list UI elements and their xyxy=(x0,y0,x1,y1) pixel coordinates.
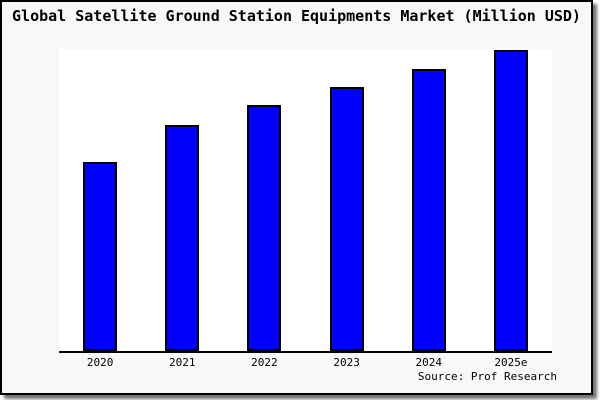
x-tick-label-2020: 2020 xyxy=(86,356,114,369)
source-note: Source: Prof Research xyxy=(417,370,557,383)
x-tick-label-2021: 2021 xyxy=(169,356,196,369)
bar-2022 xyxy=(247,105,281,351)
chart-title: Global Satellite Ground Station Equipmen… xyxy=(12,7,581,25)
x-tick-label-2022: 2022 xyxy=(251,356,278,369)
bar-2023 xyxy=(330,87,364,351)
x-axis-tick-labels: 2020 2021 2022 2023 2024 2025e xyxy=(59,353,552,369)
bar-2021 xyxy=(165,125,199,351)
x-tick-label-2023: 2023 xyxy=(333,356,360,369)
x-tick-label-2024: 2024 xyxy=(415,356,443,369)
x-tick-label-2025e: 2025e xyxy=(494,356,528,369)
chart-frame: Global Satellite Ground Station Equipmen… xyxy=(0,0,593,395)
bar-2024 xyxy=(412,69,446,351)
bar-2025e xyxy=(494,50,528,351)
bar-2020 xyxy=(83,162,117,351)
plot-area xyxy=(59,49,552,353)
